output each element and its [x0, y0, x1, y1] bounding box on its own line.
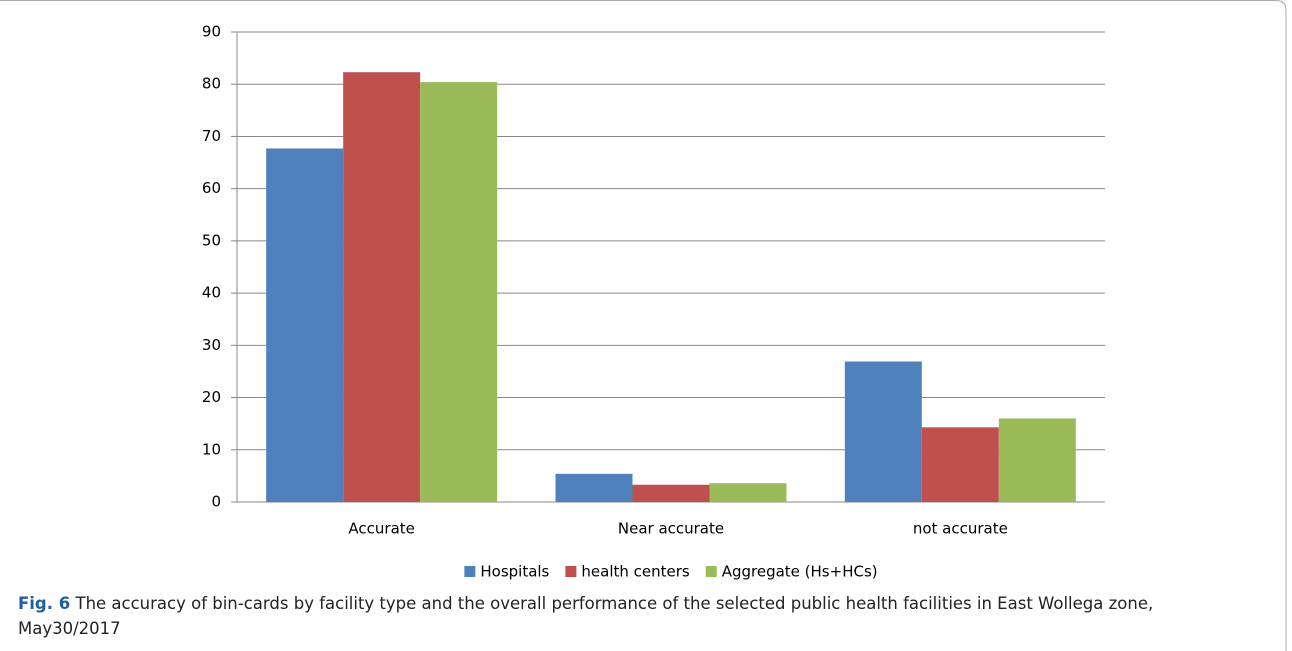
bar	[709, 483, 787, 502]
caption: Fig. 6 The accuracy of bin-cards by faci…	[18, 591, 1218, 641]
legend-swatch	[464, 566, 476, 577]
legend-label: Hospitals	[480, 563, 549, 581]
y-tick-label: 0	[211, 493, 221, 511]
y-tick-label: 60	[202, 179, 221, 197]
x-tick-label: not accurate	[913, 520, 1008, 538]
bar	[921, 427, 999, 502]
y-tick-label: 10	[202, 440, 221, 458]
legend-swatch	[565, 566, 577, 577]
legend-swatch	[705, 566, 717, 577]
y-tick-label: 50	[202, 231, 221, 249]
bar	[844, 361, 922, 502]
bar	[555, 473, 633, 502]
y-tick-label: 40	[202, 284, 221, 302]
caption-text: The accuracy of bin-cards by facility ty…	[18, 594, 1154, 638]
bar	[343, 72, 421, 502]
caption-label: Fig. 6	[18, 594, 71, 613]
bar	[632, 484, 710, 502]
y-tick-label: 70	[202, 127, 221, 145]
bar	[998, 418, 1076, 502]
x-tick-label: Accurate	[348, 520, 414, 538]
y-tick-label: 20	[202, 388, 221, 406]
bar	[420, 82, 498, 502]
legend-label: health centers	[581, 563, 690, 581]
y-tick-label: 30	[202, 336, 221, 354]
bar	[266, 148, 344, 502]
y-tick-label: 80	[202, 75, 221, 93]
legend-label: Aggregate (Hs+HCs)	[722, 563, 878, 581]
x-tick-label: Near accurate	[618, 520, 724, 538]
y-tick-label: 90	[202, 23, 221, 41]
